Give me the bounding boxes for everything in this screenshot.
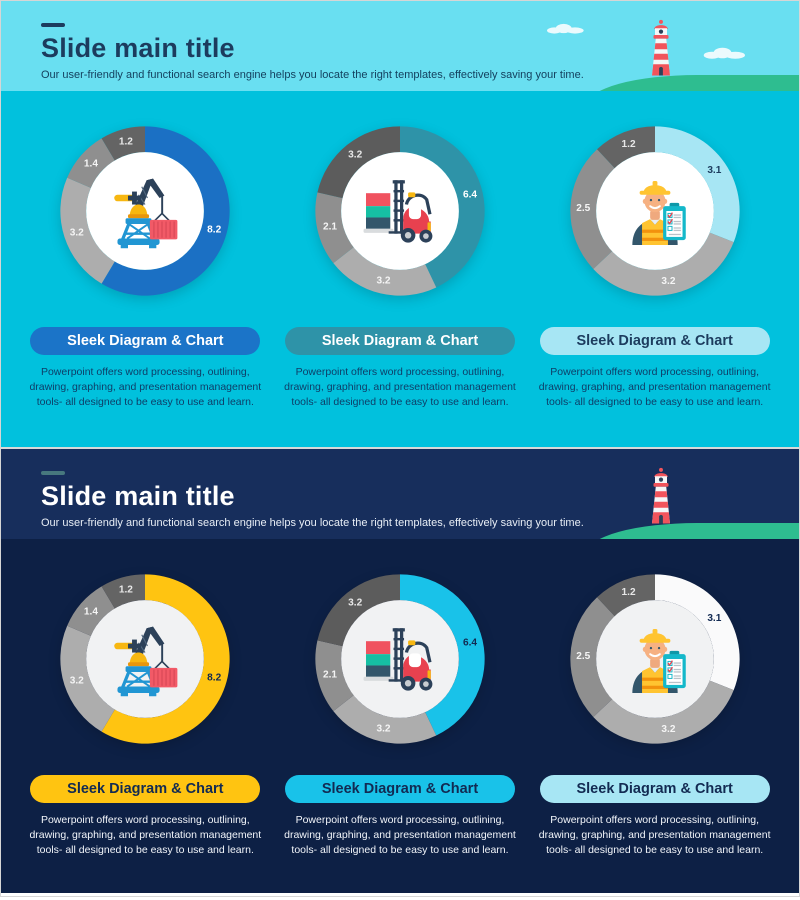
svg-text:3.2: 3.2 [376, 275, 390, 286]
chart-card: 3.1 3.2 2.5 1.2 Sleek Diagram & Chart Power… [532, 567, 777, 893]
svg-text:3.1: 3.1 [707, 613, 721, 624]
svg-text:1.2: 1.2 [621, 587, 635, 598]
svg-text:2.5: 2.5 [576, 203, 590, 214]
card-title-pill: Sleek Diagram & Chart [284, 775, 515, 803]
slide-light-variant: Slide main title Our user-friendly and f… [1, 1, 799, 447]
svg-text:2.5: 2.5 [576, 651, 590, 662]
donut-chart: 3.1 3.2 2.5 1.2 [570, 574, 740, 744]
svg-text:3.2: 3.2 [661, 276, 675, 287]
svg-text:3.2: 3.2 [376, 723, 390, 734]
card-title-pill: Sleek Diagram & Chart [30, 775, 261, 803]
chart-card: 6.4 3.2 2.1 3.2 Sleek Diagram & Chart Power… [278, 567, 523, 893]
svg-text:1.2: 1.2 [119, 136, 133, 147]
svg-text:1.4: 1.4 [84, 606, 98, 617]
svg-text:2.1: 2.1 [323, 669, 337, 680]
card-title-pill: Sleek Diagram & Chart [30, 327, 261, 355]
donut-chart: 6.4 3.2 2.1 3.2 [315, 126, 485, 296]
card-description: Powerpoint offers word processing, outli… [284, 366, 516, 408]
title-accent-dash [41, 471, 65, 475]
charts-row: 8.2 3.2 1.4 1.2 Sleek Diagram & Chart Power… [1, 91, 799, 447]
slide-subtitle: Our user-friendly and functional search … [41, 69, 584, 81]
chart-card: 8.2 3.2 1.4 1.2 Sleek Diagram & Chart Power… [23, 567, 268, 893]
svg-text:8.2: 8.2 [207, 225, 221, 236]
card-description: Powerpoint offers word processing, outli… [284, 814, 516, 856]
svg-text:1.2: 1.2 [621, 139, 635, 150]
slide-title: Slide main title [41, 33, 235, 63]
charts-row: 8.2 3.2 1.4 1.2 Sleek Diagram & Chart Power… [1, 539, 799, 893]
slide-subtitle: Our user-friendly and functional search … [41, 517, 584, 529]
card-description: Powerpoint offers word processing, outli… [29, 366, 262, 408]
svg-text:8.2: 8.2 [207, 673, 221, 684]
svg-text:3.2: 3.2 [70, 228, 84, 239]
chart-card: 8.2 3.2 1.4 1.2 Sleek Diagram & Chart Power… [23, 119, 268, 447]
svg-text:2.1: 2.1 [323, 221, 337, 232]
svg-text:3.1: 3.1 [707, 165, 721, 176]
svg-text:6.4: 6.4 [463, 190, 477, 201]
donut-chart: 3.1 3.2 2.5 1.2 [570, 126, 740, 296]
title-accent-dash [41, 23, 65, 27]
svg-text:3.2: 3.2 [348, 149, 362, 160]
svg-text:3.2: 3.2 [348, 597, 362, 608]
svg-text:6.4: 6.4 [463, 638, 477, 649]
card-description: Powerpoint offers word processing, outli… [538, 366, 771, 408]
donut-chart: 8.2 3.2 1.4 1.2 [60, 574, 230, 744]
chart-card: 6.4 3.2 2.1 3.2 Sleek Diagram & Chart Power… [278, 119, 523, 447]
donut-chart: 6.4 3.2 2.1 3.2 [315, 574, 485, 744]
card-title-pill: Sleek Diagram & Chart [539, 327, 770, 355]
svg-text:3.2: 3.2 [661, 724, 675, 735]
svg-text:1.4: 1.4 [84, 158, 98, 169]
card-description: Powerpoint offers word processing, outli… [29, 814, 262, 856]
svg-text:1.2: 1.2 [119, 584, 133, 595]
slide-dark-variant: Slide main title Our user-friendly and f… [1, 447, 799, 893]
card-title-pill: Sleek Diagram & Chart [284, 327, 515, 355]
svg-text:3.2: 3.2 [70, 676, 84, 687]
donut-chart: 8.2 3.2 1.4 1.2 [60, 126, 230, 296]
slide-header: Slide main title Our user-friendly and f… [1, 449, 799, 539]
chart-card: 3.1 3.2 2.5 1.2 Sleek Diagram & Chart Power… [532, 119, 777, 447]
slide-title: Slide main title [41, 481, 235, 511]
slide-header: Slide main title Our user-friendly and f… [1, 1, 799, 91]
card-description: Powerpoint offers word processing, outli… [538, 814, 771, 856]
card-title-pill: Sleek Diagram & Chart [539, 775, 770, 803]
